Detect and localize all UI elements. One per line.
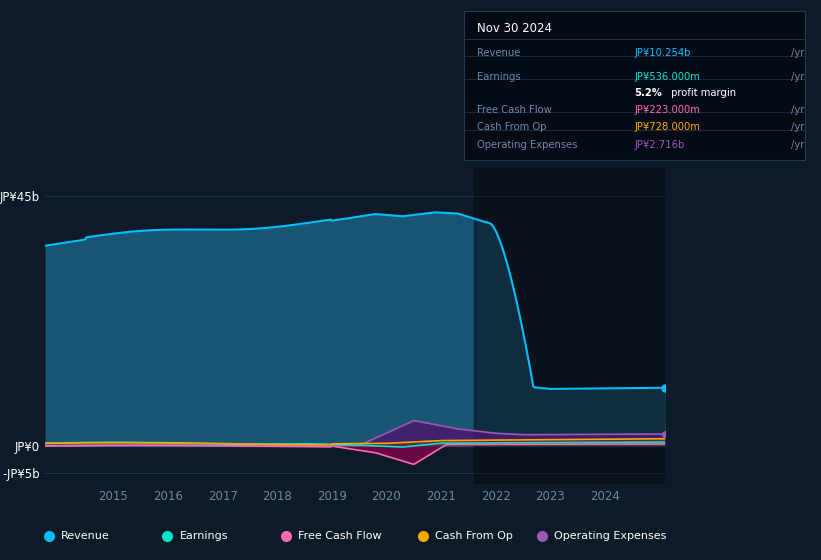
Text: Operating Expenses: Operating Expenses — [478, 141, 578, 150]
Text: Free Cash Flow: Free Cash Flow — [478, 105, 553, 115]
Text: Earnings: Earnings — [478, 72, 521, 82]
Text: Free Cash Flow: Free Cash Flow — [298, 531, 382, 541]
Text: /yr: /yr — [791, 123, 805, 133]
Text: profit margin: profit margin — [668, 88, 736, 99]
Text: /yr: /yr — [791, 48, 805, 58]
Text: JP¥728.000m: JP¥728.000m — [635, 123, 700, 133]
Text: Cash From Op: Cash From Op — [478, 123, 547, 133]
Text: Earnings: Earnings — [180, 531, 228, 541]
Text: JP¥536.000m: JP¥536.000m — [635, 72, 700, 82]
Text: JP¥2.716b: JP¥2.716b — [635, 141, 685, 150]
Bar — [474, 168, 692, 484]
Text: Revenue: Revenue — [478, 48, 521, 58]
Text: /yr: /yr — [791, 105, 805, 115]
Text: JP¥10.254b: JP¥10.254b — [635, 48, 690, 58]
Text: /yr: /yr — [791, 141, 805, 150]
Text: Operating Expenses: Operating Expenses — [553, 531, 666, 541]
Text: Nov 30 2024: Nov 30 2024 — [478, 22, 553, 35]
Text: 5.2%: 5.2% — [635, 88, 662, 99]
Text: Revenue: Revenue — [62, 531, 110, 541]
Text: Cash From Op: Cash From Op — [435, 531, 513, 541]
Text: JP¥223.000m: JP¥223.000m — [635, 105, 700, 115]
Text: /yr: /yr — [791, 72, 805, 82]
